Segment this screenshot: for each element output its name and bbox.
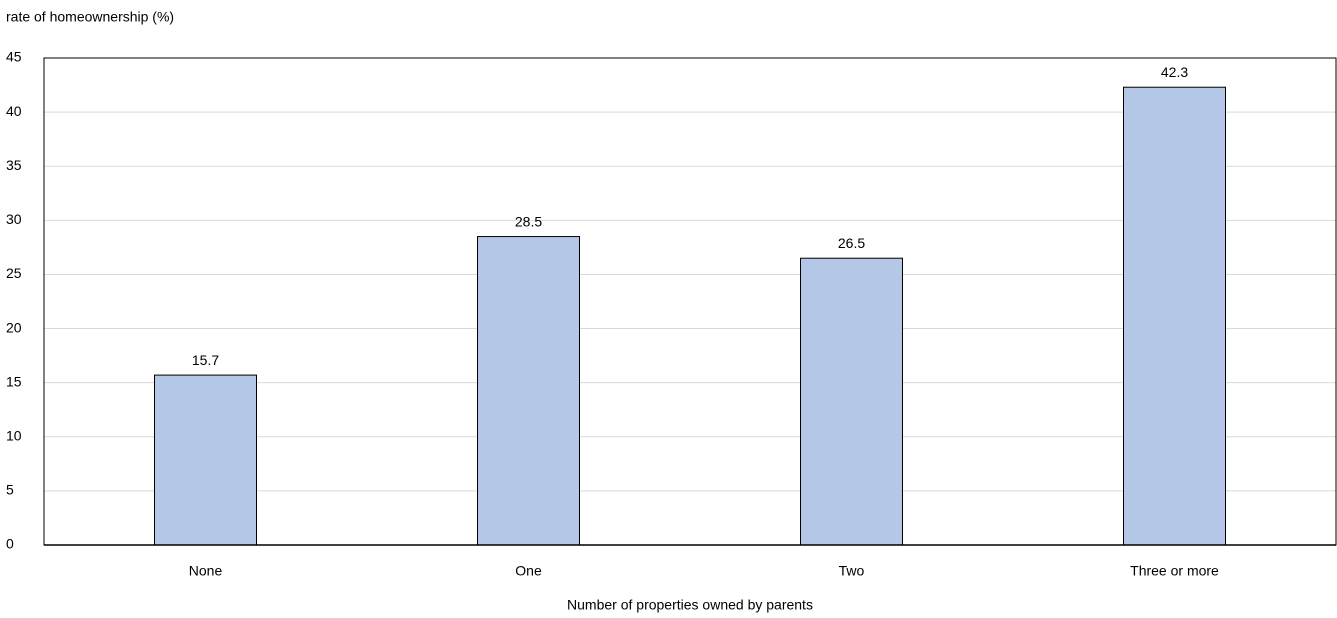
y-tick-label: 35 (6, 157, 22, 173)
y-tick-label: 15 (6, 373, 22, 389)
bar (477, 236, 580, 546)
y-tick-label: 40 (6, 103, 22, 119)
x-axis-title: Number of properties owned by parents (567, 597, 813, 613)
y-tick-label: 30 (6, 211, 22, 227)
value-label: 42.3 (1161, 64, 1188, 80)
bar (1123, 86, 1226, 546)
bar (800, 257, 903, 546)
y-tick-label: 0 (6, 536, 14, 552)
y-tick-label: 20 (6, 319, 22, 335)
y-axis-title: rate of homeownership (%) (6, 9, 174, 25)
value-label: 28.5 (515, 213, 542, 229)
y-tick-label: 25 (6, 265, 22, 281)
x-tick-label: Two (839, 563, 865, 579)
value-label: 15.7 (192, 352, 219, 368)
x-tick-label: Three or more (1130, 563, 1219, 579)
y-tick-label: 10 (6, 427, 22, 443)
y-tick-label: 45 (6, 49, 22, 65)
x-tick-label: None (189, 563, 223, 579)
value-label: 26.5 (838, 235, 865, 251)
y-tick-label: 5 (6, 482, 14, 498)
bar (154, 374, 257, 546)
x-tick-label: One (515, 563, 542, 579)
